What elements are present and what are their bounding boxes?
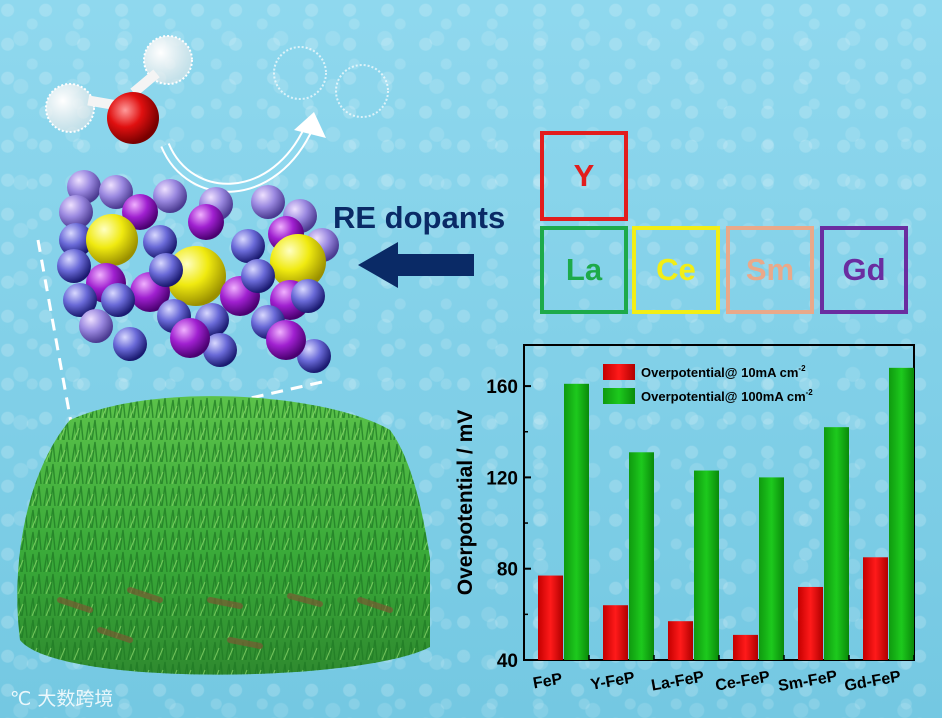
y-tick-label: 160 bbox=[486, 377, 518, 398]
bar-series1-y-fep bbox=[603, 605, 628, 660]
element-box-la: La bbox=[540, 226, 628, 314]
bar-series2-gd-fep bbox=[889, 367, 914, 660]
x-tick-label: Y-FeP bbox=[589, 669, 636, 694]
element-box-ce: Ce bbox=[632, 226, 720, 314]
bar-series2-sm-fep bbox=[824, 427, 849, 660]
crystal-lattice-icon bbox=[57, 170, 339, 373]
y-tick-label: 80 bbox=[497, 560, 518, 581]
catalyst-illustration bbox=[17, 35, 430, 675]
x-tick-label: Sm-FeP bbox=[777, 668, 839, 695]
bar-series1-fep bbox=[538, 575, 563, 660]
element-box-sm: Sm bbox=[726, 226, 814, 314]
overpotential-bar-chart: 40 80 120 160 Overpotential / mV FeP Y-FeP La-F… bbox=[454, 344, 915, 695]
element-symbol: Ce bbox=[656, 252, 696, 287]
element-box-y: Y bbox=[540, 131, 628, 221]
bar-series2-fep bbox=[564, 383, 589, 660]
bar-series2-la-fep bbox=[694, 470, 719, 660]
y-tick-label: 40 bbox=[497, 651, 518, 672]
element-symbol: La bbox=[565, 252, 603, 287]
legend-label-2: Overpotential@ 100mA cm-2 bbox=[641, 388, 813, 404]
bar-series2-y-fep bbox=[629, 452, 654, 660]
bar-series1-ce-fep bbox=[733, 634, 758, 660]
legend-swatch-1 bbox=[603, 364, 635, 380]
bar-series1-la-fep bbox=[668, 621, 693, 660]
re-dopants-label: RE dopants bbox=[333, 200, 506, 235]
x-tick-label: La-FeP bbox=[650, 669, 706, 695]
element-symbol: Y bbox=[573, 158, 595, 193]
bar-series2-ce-fep bbox=[759, 477, 784, 660]
x-tick-label: FeP bbox=[532, 671, 564, 693]
x-tick-label: Ce-FeP bbox=[714, 668, 772, 694]
x-tick-label: Gd-FeP bbox=[843, 668, 902, 695]
element-symbol: Gd bbox=[842, 252, 886, 287]
hydrogen-molecule-icon bbox=[273, 46, 389, 118]
watermark: ℃ 大数跨境 bbox=[10, 684, 113, 711]
element-box-gd: Gd bbox=[820, 226, 908, 314]
watermark-text: 大数跨境 bbox=[37, 688, 114, 710]
legend-label-1: Overpotential@ 10mA cm-2 bbox=[641, 364, 806, 380]
bar-series1-gd-fep bbox=[863, 557, 888, 660]
dopant-arrow-icon bbox=[358, 242, 474, 288]
water-molecule-icon bbox=[45, 35, 193, 144]
nanostructure-grass-icon bbox=[17, 396, 430, 675]
y-axis-label: Overpotential / mV bbox=[454, 410, 477, 596]
bar-series1-sm-fep bbox=[798, 586, 823, 660]
y-tick-label: 120 bbox=[486, 468, 518, 489]
watermark-logo-icon: ℃ bbox=[10, 688, 32, 710]
legend-swatch-2 bbox=[603, 388, 635, 404]
element-symbol: Sm bbox=[745, 252, 795, 287]
